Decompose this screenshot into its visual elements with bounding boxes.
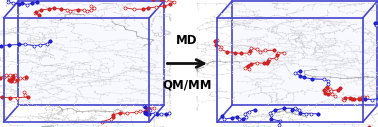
Text: QM/MM: QM/MM	[163, 79, 212, 92]
Text: MD: MD	[177, 34, 198, 47]
Polygon shape	[18, 1, 164, 105]
Polygon shape	[232, 1, 377, 105]
